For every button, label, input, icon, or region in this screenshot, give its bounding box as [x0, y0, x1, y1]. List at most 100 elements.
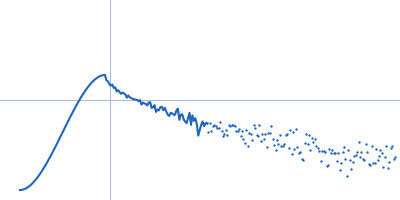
Point [313, 144, 320, 147]
Point [364, 151, 370, 154]
Point [377, 148, 384, 151]
Point [255, 134, 261, 137]
Point [212, 124, 219, 127]
Point [354, 150, 360, 154]
Point [232, 124, 238, 128]
Point [288, 153, 295, 156]
Point [383, 144, 390, 148]
Point [335, 152, 341, 155]
Point [388, 146, 394, 150]
Point [392, 155, 398, 158]
Point [242, 141, 248, 145]
Point [302, 142, 308, 145]
Point [256, 123, 263, 127]
Point [218, 129, 225, 133]
Point [280, 145, 286, 148]
Point [326, 147, 333, 151]
Point [320, 149, 327, 152]
Point [228, 123, 235, 126]
Point [249, 138, 255, 141]
Point [239, 130, 245, 133]
Point [293, 127, 299, 130]
Point [318, 160, 324, 163]
Point [374, 158, 381, 161]
Point [314, 147, 321, 150]
Point [306, 133, 312, 136]
Point [361, 158, 368, 161]
Point [264, 145, 270, 148]
Point [205, 130, 212, 134]
Point [291, 147, 298, 151]
Point [259, 132, 266, 135]
Point [287, 128, 293, 131]
Point [347, 158, 353, 161]
Point [217, 121, 223, 124]
Point [323, 164, 330, 167]
Point [246, 131, 252, 134]
Point [355, 140, 362, 143]
Point [233, 130, 239, 133]
Point [384, 166, 391, 169]
Point [258, 139, 264, 142]
Point [230, 123, 236, 127]
Point [216, 126, 222, 129]
Point [207, 121, 213, 125]
Point [294, 145, 300, 148]
Point [250, 123, 257, 126]
Point [367, 163, 374, 166]
Point [221, 132, 228, 135]
Point [350, 160, 356, 164]
Point [348, 167, 354, 171]
Point [252, 126, 258, 129]
Point [352, 154, 359, 157]
Point [376, 154, 382, 158]
Point [271, 143, 277, 147]
Point [330, 152, 337, 155]
Point [214, 126, 220, 129]
Point [278, 144, 284, 148]
Point [319, 149, 325, 153]
Point [223, 128, 229, 131]
Point [338, 161, 344, 164]
Point [316, 149, 322, 152]
Point [371, 162, 378, 165]
Point [322, 151, 328, 154]
Point [332, 151, 338, 154]
Point [253, 133, 260, 137]
Point [248, 132, 254, 136]
Point [329, 148, 336, 152]
Point [234, 129, 241, 132]
Point [325, 164, 331, 167]
Point [380, 165, 386, 168]
Point [312, 137, 318, 141]
Point [265, 131, 272, 134]
Point [370, 161, 376, 164]
Point [379, 152, 385, 155]
Point [360, 158, 366, 161]
Point [336, 169, 343, 172]
Point [268, 124, 274, 127]
Point [303, 133, 309, 136]
Point [282, 133, 289, 136]
Point [262, 133, 268, 136]
Point [389, 145, 395, 148]
Point [368, 145, 375, 148]
Point [274, 138, 280, 142]
Point [224, 134, 231, 137]
Point [277, 133, 283, 136]
Point [236, 128, 242, 131]
Point [307, 148, 314, 152]
Point [341, 146, 347, 149]
Point [272, 149, 279, 152]
Point [357, 156, 363, 159]
Point [300, 158, 306, 161]
Point [227, 124, 234, 127]
Point [339, 150, 346, 154]
Point [261, 138, 267, 141]
Point [390, 157, 397, 160]
Point [240, 138, 247, 141]
Point [275, 142, 282, 146]
Point [210, 125, 216, 128]
Point [266, 131, 273, 134]
Point [290, 130, 296, 134]
